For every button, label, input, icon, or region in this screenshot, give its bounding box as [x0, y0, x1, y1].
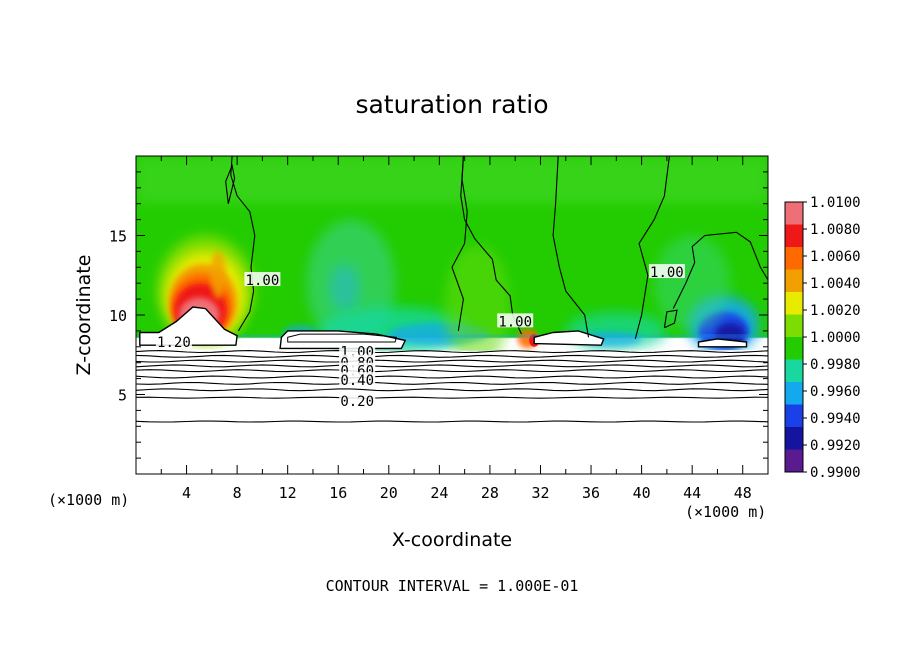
contour-cap-0 [139, 306, 238, 346]
contour-label-8: 0.20 [340, 394, 374, 410]
colorbar-label-3: 1.0040 [810, 276, 861, 292]
x-tick-label-9: 40 [633, 484, 651, 502]
colorbar-segment-2 [785, 247, 803, 270]
x-unit-left: (×1000 m) [48, 491, 129, 509]
x-axis-label: X-coordinate [392, 529, 512, 551]
contour-label-2: 1.00 [498, 314, 532, 330]
x-axis: 4 8 12 16 20 24 28 32 36 40 44 48 [160, 156, 752, 502]
contour-one-2 [460, 156, 522, 335]
colorbar-segment-8 [785, 382, 803, 405]
contour-one-3 [552, 156, 590, 338]
x-tick-label-3: 16 [329, 484, 347, 502]
y-tick-label-2: 15 [109, 228, 127, 246]
contour-cap-3 [697, 338, 748, 348]
colorbar-label-8: 0.9940 [810, 411, 861, 427]
colorbar-segment-5 [785, 314, 803, 338]
contour-cap-inner [287, 333, 398, 343]
field-unfilled-layer [136, 348, 768, 474]
field-patch-6 [210, 251, 226, 300]
colorbar-label-4: 1.0020 [810, 303, 861, 319]
x-tick-label-7: 32 [531, 484, 549, 502]
x-tick-label-8: 36 [582, 484, 600, 502]
chart-title: saturation ratio [355, 90, 548, 119]
contour-label-bg-8 [339, 392, 376, 407]
contour-one-4 [634, 156, 670, 340]
colorbar: 1.0100 1.0080 1.0060 1.0040 1.0020 1.0000 0.99… [784, 195, 861, 481]
x-tick-label-11: 48 [734, 484, 752, 502]
contour-label-1: 1.00 [246, 273, 280, 289]
contour-strat-5 [136, 375, 768, 379]
contour-strat-8 [136, 396, 768, 399]
colorbar-segment-1 [785, 224, 803, 248]
contour-strat-3 [136, 364, 768, 368]
colorbar-label-5: 1.0000 [810, 330, 861, 346]
contour-label-bg-1 [244, 272, 281, 287]
colorbar-label-1: 1.0080 [810, 222, 861, 238]
colorbar-label-7: 0.9960 [810, 384, 861, 400]
field-top [136, 156, 768, 204]
contour-strat-6 [136, 381, 768, 385]
x-tick-label-4: 20 [380, 484, 398, 502]
colorbar-segment-6 [785, 337, 803, 360]
contour-interval-footer: CONTOUR INTERVAL = 1.000E-01 [326, 577, 579, 595]
colorbar-segment-7 [785, 359, 803, 383]
colorbar-segment-9 [785, 404, 803, 428]
contour-label-bg-2 [497, 313, 534, 328]
colorbar-label-10: 0.9900 [810, 465, 861, 481]
contour-label-bg-3 [648, 264, 685, 279]
contour-labels: 1.201.001.001.001.000.800.600.400.20 [155, 264, 685, 410]
contour-label-bg-0 [155, 334, 192, 349]
contour-label-bg-4 [339, 343, 376, 358]
contour-one-0 [230, 156, 256, 332]
contour-label-3: 1.00 [650, 265, 684, 281]
contour-strat-1 [136, 354, 768, 358]
contour-label-7: 0.40 [340, 373, 374, 389]
colorbar-label-0: 1.0100 [810, 195, 861, 211]
contour-one-6 [663, 309, 678, 329]
contour-one-5 [672, 231, 768, 309]
contour-strat-2 [136, 359, 768, 363]
colorbar-segment-4 [785, 292, 803, 315]
colorbar-segment-11 [785, 449, 803, 473]
contour-cap-1 [279, 330, 407, 350]
contour-strat-4 [136, 369, 768, 373]
y-tick-label-1: 10 [109, 307, 127, 325]
x-tick-label-2: 12 [279, 484, 297, 502]
y-axis-label: Z-coordinate [73, 255, 95, 376]
contour-one-7 [225, 163, 236, 204]
contour-cap-2 [533, 330, 605, 346]
contour-label-0: 1.20 [157, 335, 191, 351]
colorbar-segment-10 [785, 427, 803, 450]
x-unit-right: (×1000 m) [685, 503, 766, 521]
field-strip [136, 334, 768, 338]
contour-label-bg-7 [339, 372, 376, 387]
colorbar-segment-0 [785, 202, 803, 225]
y-axis: 5 10 15 [109, 171, 768, 459]
colorbar-label-9: 0.9920 [810, 438, 861, 454]
field-cap-2 [534, 330, 604, 346]
field-patch-17 [654, 235, 731, 331]
colorbar-segment-3 [785, 269, 803, 293]
color-field [136, 156, 768, 474]
contour-lines [136, 156, 768, 423]
x-tick-label-1: 8 [233, 484, 242, 502]
field-patch-8 [329, 264, 360, 312]
x-tick-label-5: 24 [430, 484, 448, 502]
contour-strat-9 [136, 420, 768, 423]
y-tick-label-0: 5 [118, 387, 127, 405]
colorbar-label-6: 0.9980 [810, 357, 861, 373]
x-tick-label-0: 4 [182, 484, 191, 502]
contour-strat-0 [136, 350, 768, 354]
contour-strat-7 [136, 388, 768, 392]
x-tick-label-10: 44 [683, 484, 701, 502]
x-tick-label-6: 28 [481, 484, 499, 502]
colorbar-label-2: 1.0060 [810, 249, 861, 265]
plot-area [136, 156, 768, 474]
